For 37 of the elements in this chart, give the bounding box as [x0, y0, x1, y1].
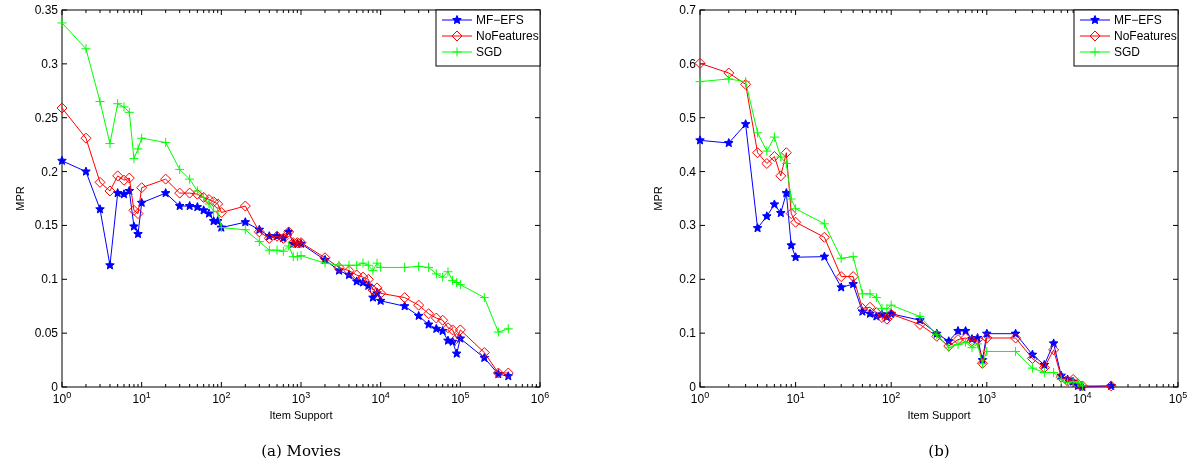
y-axis-title: MPR — [14, 186, 26, 211]
x-tick-label: 10$^{4}$ — [371, 390, 390, 406]
x-tick-label: 10$^{2}$ — [882, 390, 901, 406]
text: (b) — [928, 442, 950, 460]
x-tick-label: 10$^{1}$ — [132, 390, 151, 406]
legend-label: NoFeatures — [1114, 29, 1177, 43]
y-tick-label: 0.5 — [679, 110, 697, 125]
y-tick-label: 0.1 — [679, 326, 697, 341]
x-axis-title: Item Support — [907, 409, 971, 421]
x-tick-label: 10$^{2}$ — [212, 390, 231, 406]
y-tick-label: 0.4 — [679, 164, 697, 179]
y-tick-label: 0.2 — [679, 272, 697, 287]
y-tick-label: 0.05 — [34, 326, 59, 341]
y-axis-title: MPR — [652, 186, 664, 211]
x-tick-label: 10$^{5}$ — [1168, 390, 1188, 406]
x-tick-label: 10$^{6}$ — [530, 390, 550, 406]
y-tick-label: 0.3 — [41, 56, 59, 71]
x-tick-label: 10$^{5}$ — [451, 390, 470, 406]
y-tick-label: 0.35 — [34, 3, 59, 17]
y-tick-label: 0.6 — [679, 56, 697, 71]
y-tick-label: 0.15 — [34, 218, 59, 233]
y-tick-label: 0.7 — [679, 3, 697, 17]
y-tick-label: 0.3 — [679, 218, 697, 233]
y-tick-label: 0.2 — [41, 164, 59, 179]
y-tick-label: 0.1 — [41, 272, 59, 287]
legend-label: SGD — [1114, 45, 1141, 59]
x-tick-label: 10$^{3}$ — [977, 390, 996, 406]
legend-label: MF−EFS — [476, 13, 524, 27]
legend-label: SGD — [476, 45, 503, 59]
x-tick-label: 10$^{4}$ — [1073, 390, 1092, 406]
x-tick-label: 10$^{3}$ — [291, 390, 311, 406]
y-tick-label: 0.25 — [34, 110, 59, 125]
text: (a) Movies — [261, 442, 341, 460]
x-axis-title: Item Support — [269, 409, 333, 421]
x-tick-label: 10$^{1}$ — [786, 390, 805, 406]
legend-label: MF−EFS — [1114, 13, 1162, 27]
legend-label: NoFeatures — [476, 29, 539, 43]
